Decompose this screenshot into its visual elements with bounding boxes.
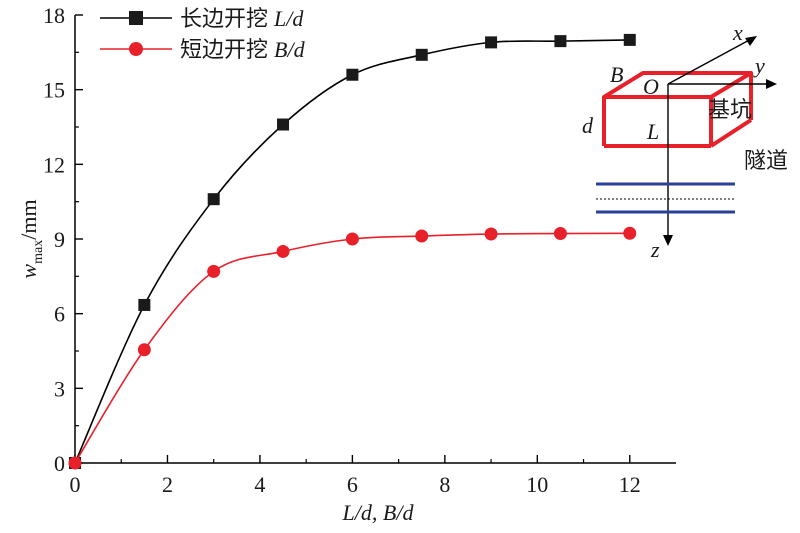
inset-diagram: x y z O B L d 基坑 隧道 (582, 20, 788, 262)
y-tick-label: 6 (54, 302, 65, 327)
legend-label-short-var: B/d (274, 37, 306, 62)
y-axis-title: wmax/mm (16, 199, 46, 278)
data-point (415, 48, 428, 61)
legend-item-short: 短边开挖 B/d (100, 37, 306, 62)
series-line (74, 232, 630, 464)
data-point (276, 244, 290, 258)
x-tick-label: 12 (619, 472, 641, 497)
series-short-side (68, 226, 637, 470)
data-point (346, 68, 359, 81)
x-ticks: 0 2 4 6 8 10 12 (70, 455, 641, 497)
inset-label-origin: O (643, 74, 659, 99)
data-point (484, 227, 498, 241)
x-tick-label: 10 (526, 472, 548, 497)
inset-label-L: L (646, 119, 659, 144)
data-point (277, 118, 290, 131)
data-point (345, 232, 359, 246)
x-tick-label: 8 (439, 472, 450, 497)
y-tick-label: 12 (43, 152, 65, 177)
data-point (137, 343, 151, 357)
coordinate-axes (663, 36, 777, 246)
inset-label-y: y (753, 53, 765, 78)
legend: 长边开挖 L/d 短边开挖 B/d (100, 6, 306, 62)
x-tick-label: 6 (347, 472, 358, 497)
y-tick-label: 18 (43, 3, 65, 28)
data-point (207, 193, 220, 206)
inset-label-tunnel: 隧道 (744, 148, 788, 173)
y-tick-label: 9 (54, 227, 65, 252)
y-tick-label: 3 (54, 376, 65, 401)
data-point (485, 36, 498, 49)
inset-label-pit: 基坑 (708, 97, 752, 122)
inset-label-d: d (582, 113, 594, 138)
data-point (554, 35, 567, 48)
data-point (553, 227, 567, 241)
legend-item-long: 长边开挖 L/d (100, 6, 304, 31)
data-point (138, 298, 151, 311)
inset-label-B: B (610, 62, 623, 87)
legend-label-long-cn: 长边开挖 (180, 6, 268, 31)
pit-box (602, 71, 753, 148)
svg-text:wmax/mm: wmax/mm (16, 199, 46, 278)
inset-label-z: z (650, 237, 660, 262)
x-tick-label: 0 (70, 472, 81, 497)
data-point (207, 264, 221, 278)
y-ticks: 0 3 6 9 12 15 18 (43, 3, 83, 476)
series-line (74, 39, 630, 464)
x-axis-title: L/d, B/d (342, 500, 415, 525)
data-point (623, 226, 637, 240)
legend-label-long-var: L/d (273, 6, 304, 31)
inset-label-x: x (732, 20, 743, 45)
x-tick-label: 4 (254, 472, 265, 497)
legend-label-short-cn: 短边开挖 (180, 37, 268, 62)
data-point (415, 229, 429, 243)
series-long-side (69, 33, 636, 469)
data-point (68, 456, 82, 470)
y-tick-label: 0 (54, 451, 65, 476)
x-tick-label: 2 (162, 472, 173, 497)
y-tick-label: 15 (43, 78, 65, 103)
axes (74, 15, 676, 464)
data-point (623, 33, 636, 46)
tunnel (596, 182, 735, 214)
series-layer (68, 33, 637, 470)
